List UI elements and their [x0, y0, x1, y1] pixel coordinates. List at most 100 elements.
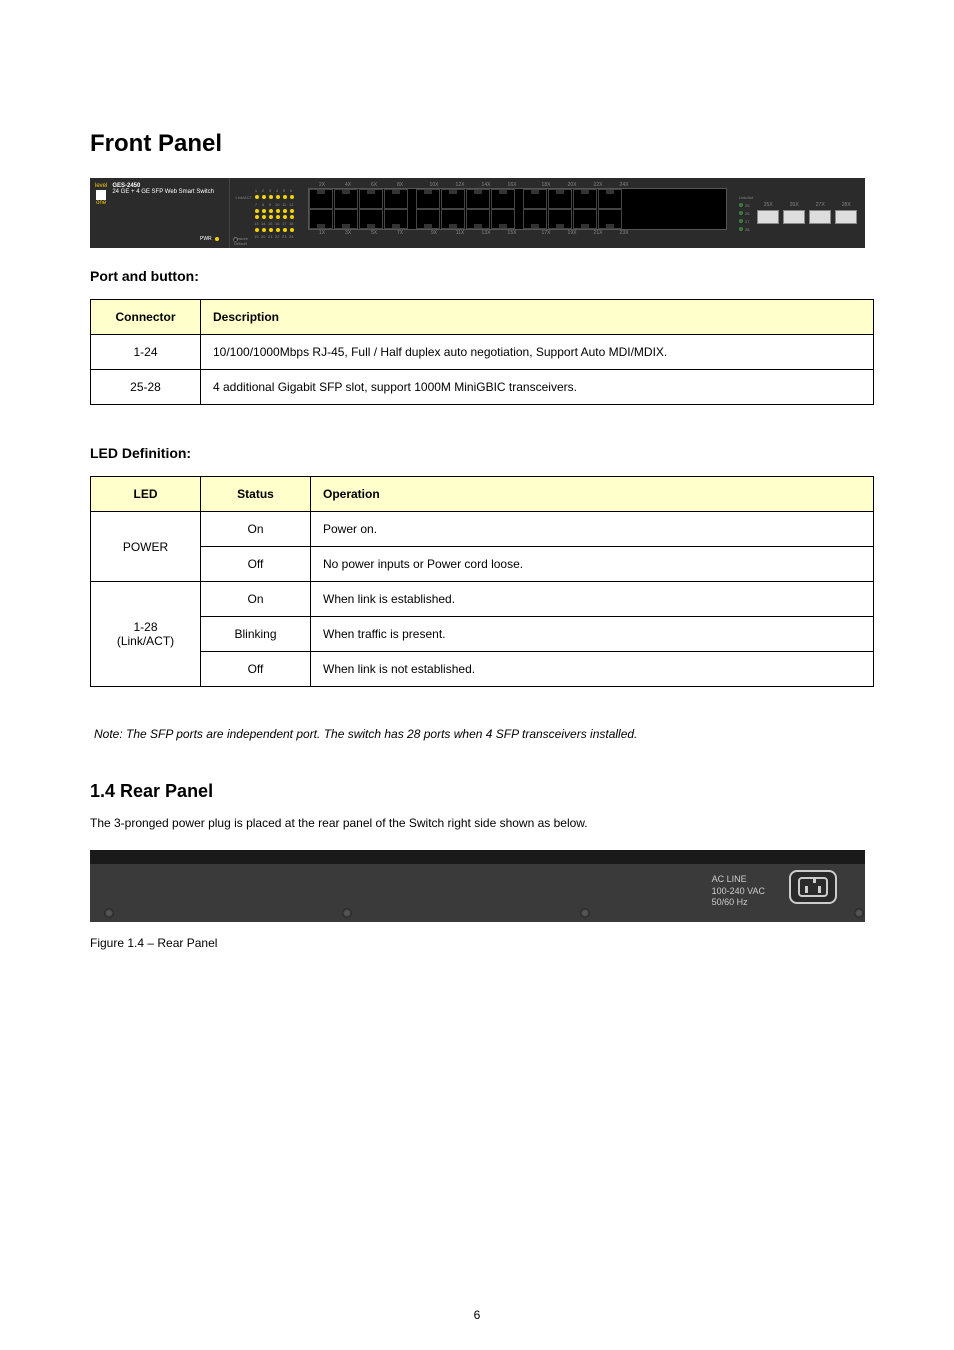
led-nums-2: 789101112 — [234, 202, 296, 207]
rj45-port[interactable] — [523, 189, 547, 209]
led-dot — [269, 215, 273, 219]
rj45-port[interactable] — [334, 189, 358, 209]
table-row: BlinkingWhen traffic is present. — [91, 617, 874, 652]
rj45-port[interactable] — [548, 209, 572, 229]
rj45-port[interactable] — [384, 209, 408, 229]
led-dot — [262, 209, 266, 213]
rj45-port[interactable] — [466, 189, 490, 209]
rj45-port[interactable] — [309, 209, 333, 229]
page-title: Front Panel — [90, 130, 874, 158]
port-label: 15X — [500, 230, 524, 236]
cell-status: On — [201, 512, 311, 547]
port-rows — [308, 188, 727, 230]
port-label: 7X — [388, 230, 412, 236]
cell-led: 1-28 (Link/ACT) — [91, 582, 201, 687]
rj45-port[interactable] — [416, 189, 440, 209]
port-label: 1X — [310, 230, 334, 236]
sfp-port[interactable] — [757, 210, 779, 224]
port-label: 8X — [388, 182, 412, 188]
rj45-port[interactable] — [573, 209, 597, 229]
brand-bottom: one — [96, 200, 106, 206]
cell-operation: When link is established. — [311, 582, 874, 617]
rj45-port[interactable] — [598, 189, 622, 209]
sfp-port[interactable] — [809, 210, 831, 224]
rj45-port[interactable] — [384, 189, 408, 209]
port-label: 16X — [500, 182, 524, 188]
sfp-led-dot — [739, 203, 743, 207]
rj45-port[interactable] — [573, 189, 597, 209]
ac-inner — [798, 877, 828, 897]
rj45-port[interactable] — [441, 209, 465, 229]
prong-right — [818, 886, 821, 893]
rj45-port[interactable] — [309, 189, 333, 209]
sfp-led-item: 25 — [739, 203, 753, 208]
cell-operation: When link is not established. — [311, 652, 874, 687]
rj45-port[interactable] — [416, 209, 440, 229]
page-footer: 6 — [0, 1308, 954, 1322]
rj45-port[interactable] — [359, 209, 383, 229]
rj45-port[interactable] — [523, 209, 547, 229]
sfp-led-dot — [739, 219, 743, 223]
port-label: 23X — [612, 230, 636, 236]
port-label: 22X — [586, 182, 610, 188]
led-num: 22 — [275, 234, 279, 239]
port-label: 5X — [362, 230, 386, 236]
port-label: 24X — [612, 182, 636, 188]
led-dot — [262, 228, 266, 232]
table-row: OffNo power inputs or Power cord loose. — [91, 547, 874, 582]
led-dot — [255, 215, 259, 219]
cell-description: 10/100/1000Mbps RJ-45, Full / Half duple… — [201, 335, 874, 370]
led-dot — [283, 209, 287, 213]
sfp-led-item: 26 — [739, 211, 753, 216]
port-label: 10X — [422, 182, 446, 188]
led-dot — [262, 195, 266, 199]
prong-ground — [813, 877, 816, 883]
led-dot — [269, 195, 273, 199]
rj45-port[interactable] — [598, 209, 622, 229]
screw-icon — [104, 908, 114, 918]
port-table-header-row: Connector Description — [91, 300, 874, 335]
led-dot — [276, 228, 280, 232]
cell-operation: Power on. — [311, 512, 874, 547]
led-num: 18 — [289, 221, 293, 226]
rj45-port[interactable] — [359, 189, 383, 209]
cell-operation: When traffic is present. — [311, 617, 874, 652]
port-th-description: Description — [201, 300, 874, 335]
port-label: 9X — [422, 230, 446, 236]
led-dot — [276, 195, 280, 199]
led-dot — [276, 209, 280, 213]
cell-connector: 25-28 — [91, 370, 201, 405]
table-row: 25-284 additional Gigabit SFP slot, supp… — [91, 370, 874, 405]
product-name: GES-2450 24 GE + 4 GE SFP Web Smart Swit… — [112, 183, 214, 195]
sfp-port[interactable] — [835, 210, 857, 224]
rear-caption: Figure 1.4 – Rear Panel — [90, 936, 874, 950]
port-label: 11X — [448, 230, 472, 236]
table-row: OffWhen link is not established. — [91, 652, 874, 687]
led-table-heading: LED Definition: — [90, 445, 874, 461]
port-label: 19X — [560, 230, 584, 236]
sfp-label: 27X — [809, 202, 831, 208]
led-dot — [283, 228, 287, 232]
led-num: 3 — [268, 188, 272, 193]
device-rear-panel: AC LINE 100-240 VAC 50/60 Hz — [90, 850, 865, 922]
sfp-labels: 25X26X27X28X — [757, 202, 857, 208]
port-label: 21X — [586, 230, 610, 236]
rj45-port[interactable] — [441, 189, 465, 209]
rj45-port[interactable] — [334, 209, 358, 229]
led-dot — [290, 215, 294, 219]
rj45-port[interactable] — [548, 189, 572, 209]
sfp-port[interactable] — [783, 210, 805, 224]
led-row-4 — [234, 228, 296, 232]
rj45-port[interactable] — [466, 209, 490, 229]
led-dot — [290, 209, 294, 213]
led-num: 17 — [282, 221, 286, 226]
port-table: Connector Description 1-2410/100/1000Mbp… — [90, 299, 874, 405]
rj45-port[interactable] — [491, 189, 515, 209]
led-row-1: Link/ACT — [234, 195, 296, 200]
led-num: 6 — [289, 188, 293, 193]
rj45-port[interactable] — [491, 209, 515, 229]
led-dot — [269, 209, 273, 213]
led-dot — [255, 228, 259, 232]
sfp-led-dot — [739, 227, 743, 231]
port-label: 18X — [534, 182, 558, 188]
